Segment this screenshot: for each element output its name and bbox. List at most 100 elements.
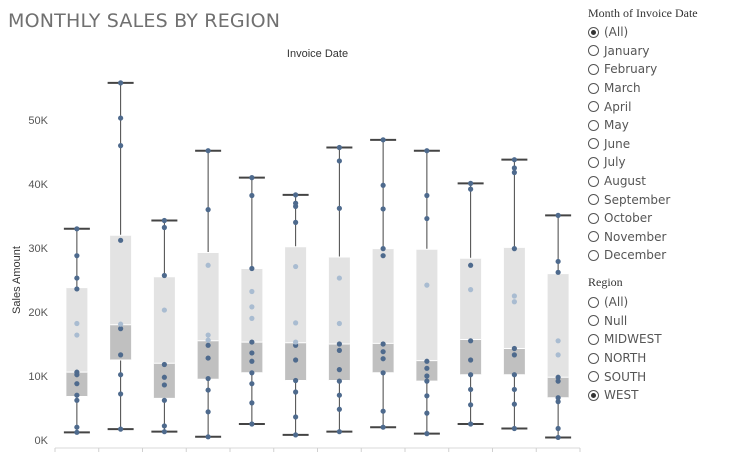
data-point (424, 148, 430, 154)
data-point (118, 143, 124, 149)
region-option-label: WEST (604, 388, 639, 403)
data-point (118, 80, 124, 86)
month-option-7[interactable]: July (588, 153, 736, 172)
region-option-3[interactable]: NORTH (588, 349, 736, 368)
data-point (380, 182, 386, 188)
upper-box-february (110, 235, 132, 325)
month-option-0[interactable]: (All) (588, 23, 736, 42)
month-option-label: August (604, 174, 646, 189)
region-filter-title: Region (588, 275, 623, 289)
radio-button-icon[interactable] (588, 315, 599, 327)
upper-box-april (197, 252, 219, 341)
lower-box-february (110, 324, 132, 360)
data-point (380, 206, 386, 212)
data-point (511, 345, 517, 352)
data-point (424, 365, 430, 371)
month-option-5[interactable]: May (588, 116, 736, 135)
data-point (293, 357, 299, 363)
data-point (555, 352, 561, 358)
lower-box-december (547, 377, 569, 398)
data-point (205, 387, 211, 393)
month-option-2[interactable]: February (588, 60, 736, 79)
radio-button-icon[interactable] (588, 175, 599, 187)
data-point (293, 377, 299, 384)
radio-button-icon[interactable] (588, 45, 599, 57)
radio-button-icon[interactable] (588, 231, 599, 243)
sales-box-plot: Invoice Date Sales Amount 0K 10K 20K 30K 40K 50… (11, 48, 581, 452)
y-tick-label: 40K (28, 179, 48, 191)
data-point (118, 426, 124, 432)
radio-button-icon[interactable] (588, 119, 599, 131)
month-option-1[interactable]: January (588, 42, 736, 61)
data-point (293, 219, 299, 225)
month-option-10[interactable]: October (588, 209, 736, 228)
data-point (336, 406, 342, 412)
data-point (511, 169, 517, 176)
radio-button-icon[interactable] (588, 26, 599, 38)
data-point (205, 207, 211, 213)
data-point (555, 374, 561, 380)
data-point (468, 262, 474, 268)
lower-box-march (153, 363, 175, 399)
radio-button-icon[interactable] (588, 352, 599, 364)
data-point (424, 373, 430, 379)
data-point (424, 431, 430, 437)
data-point (424, 393, 430, 399)
data-point (293, 320, 299, 326)
region-option-5[interactable]: WEST (588, 386, 736, 405)
radio-button-icon[interactable] (588, 82, 599, 94)
data-point (118, 321, 124, 327)
month-option-label: September (604, 192, 671, 207)
month-option-12[interactable]: December (588, 246, 736, 265)
month-option-8[interactable]: August (588, 172, 736, 191)
radio-button-icon[interactable] (588, 101, 599, 113)
radio-button-icon[interactable] (588, 296, 599, 308)
data-point (74, 381, 80, 387)
region-option-0[interactable]: (All) (588, 293, 736, 312)
y-tick-label: 50K (28, 115, 48, 127)
radio-button-icon[interactable] (588, 389, 599, 401)
data-point (336, 158, 342, 164)
upper-box-march (153, 276, 175, 364)
month-option-6[interactable]: June (588, 135, 736, 154)
data-point (424, 215, 430, 222)
radio-button-icon[interactable] (588, 63, 599, 75)
data-point (293, 192, 299, 198)
region-option-4[interactable]: SOUTH (588, 367, 736, 386)
radio-button-icon[interactable] (588, 249, 599, 261)
upper-box-october (460, 258, 482, 340)
data-point (468, 287, 474, 293)
month-option-3[interactable]: March (588, 79, 736, 98)
lower-box-july (328, 344, 350, 381)
month-option-label: June (604, 136, 631, 151)
upper-box-december (547, 273, 569, 378)
upper-box-june (285, 246, 307, 343)
data-point (380, 349, 386, 355)
month-option-label: January (604, 43, 650, 58)
radio-button-icon[interactable] (588, 138, 599, 150)
data-point (468, 402, 474, 408)
radio-button-icon[interactable] (588, 156, 599, 168)
data-point (555, 212, 561, 218)
radio-button-icon[interactable] (588, 333, 599, 345)
region-option-2[interactable]: MIDWEST (588, 330, 736, 349)
data-point (205, 337, 211, 343)
data-point (249, 304, 255, 310)
radio-button-icon[interactable] (588, 371, 599, 383)
month-option-4[interactable]: April (588, 97, 736, 116)
month-option-11[interactable]: November (588, 228, 736, 247)
data-point (511, 246, 517, 252)
data-point (293, 339, 299, 345)
data-point (468, 421, 474, 427)
radio-button-icon[interactable] (588, 194, 599, 206)
month-option-9[interactable]: September (588, 190, 736, 209)
data-point (161, 307, 167, 313)
data-point (74, 320, 80, 327)
data-point (336, 341, 342, 347)
region-option-label: SOUTH (604, 369, 647, 384)
radio-button-icon[interactable] (588, 212, 599, 224)
region-option-1[interactable]: Null (588, 312, 736, 331)
data-point (555, 269, 561, 275)
data-point (249, 175, 255, 181)
lower-box-may (241, 342, 263, 373)
